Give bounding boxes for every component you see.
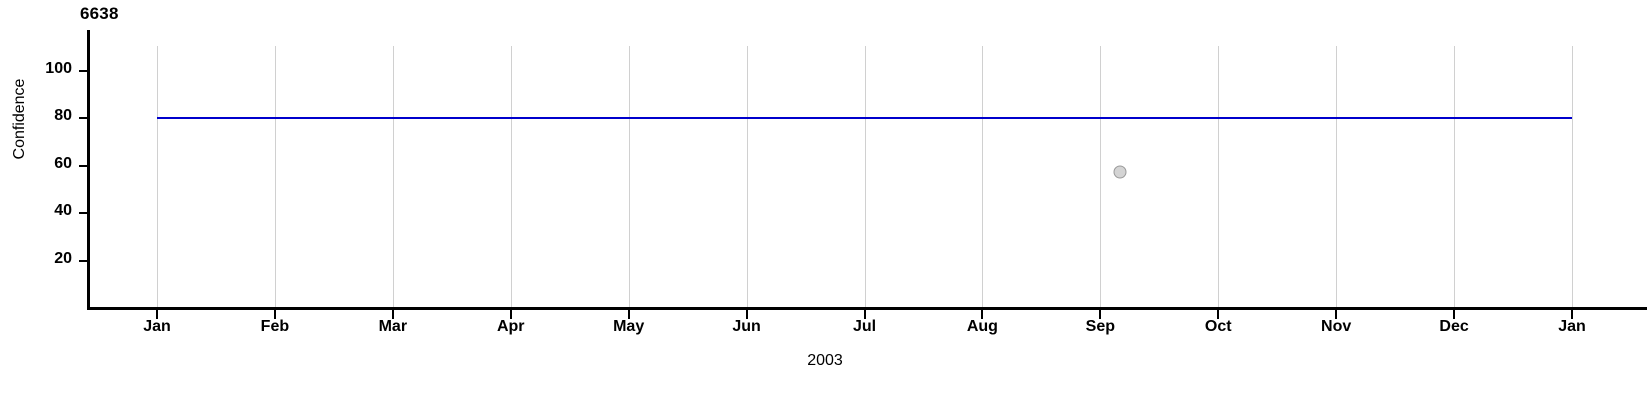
gridline xyxy=(274,46,276,307)
x-tick-mark xyxy=(627,310,630,319)
gridline xyxy=(1100,46,1102,307)
x-tick-label: Jun xyxy=(732,318,761,335)
x-tick-label: Mar xyxy=(378,318,408,335)
y-tick-label: 100 xyxy=(45,59,72,77)
x-tick-label: Sep xyxy=(1085,318,1115,335)
y-tick-mark xyxy=(79,164,87,167)
y-tick-label: 80 xyxy=(54,107,72,125)
y-tick-mark xyxy=(79,69,87,72)
y-tick-label: 40 xyxy=(54,202,72,220)
y-tick-mark xyxy=(79,117,87,120)
x-tick-mark xyxy=(156,310,158,319)
gridline xyxy=(1454,46,1456,307)
x-tick-mark xyxy=(273,310,276,319)
gridline xyxy=(864,46,866,307)
chart-title: 6638 xyxy=(80,4,119,23)
x-tick-mark xyxy=(1453,310,1456,319)
x-tick-label: Feb xyxy=(260,318,290,335)
y-tick-label: 60 xyxy=(54,154,72,172)
x-tick-label: Jan xyxy=(143,318,171,335)
gridline xyxy=(746,46,748,307)
x-tick-label: Dec xyxy=(1439,318,1469,335)
y-tick-mark xyxy=(79,259,87,262)
gridline xyxy=(157,46,158,307)
x-tick-label: Oct xyxy=(1204,318,1232,335)
gridline xyxy=(510,46,512,307)
x-tick-mark xyxy=(1335,310,1338,319)
x-tick-mark xyxy=(391,310,394,319)
y-tick-mark xyxy=(79,212,87,215)
x-tick-label: May xyxy=(613,318,645,335)
x-tick-label: Jul xyxy=(852,318,877,335)
x-tick-mark xyxy=(1571,310,1573,319)
x-axis-title: 2003 xyxy=(807,352,843,369)
y-tick-label: 20 xyxy=(54,249,72,267)
gridline xyxy=(1218,46,1220,307)
x-tick-mark xyxy=(1217,310,1220,319)
x-tick-label: Nov xyxy=(1321,318,1352,335)
y-axis-line xyxy=(87,30,90,309)
x-tick-mark xyxy=(1099,310,1102,319)
x-tick-label: Apr xyxy=(496,318,525,335)
x-tick-mark xyxy=(863,310,866,319)
gridline xyxy=(1336,46,1338,307)
gridline xyxy=(628,46,630,307)
gridline xyxy=(392,46,394,307)
x-tick-mark xyxy=(509,310,512,319)
gridline xyxy=(982,46,984,307)
gridline xyxy=(1572,46,1573,307)
threshold-line xyxy=(157,117,1572,120)
x-axis-line xyxy=(87,307,1647,310)
x-tick-label: Jan xyxy=(1558,318,1586,335)
x-tick-label: Aug xyxy=(966,318,998,335)
x-tick-mark xyxy=(981,310,984,319)
x-tick-mark xyxy=(745,310,748,319)
data-point[interactable] xyxy=(1113,165,1127,179)
